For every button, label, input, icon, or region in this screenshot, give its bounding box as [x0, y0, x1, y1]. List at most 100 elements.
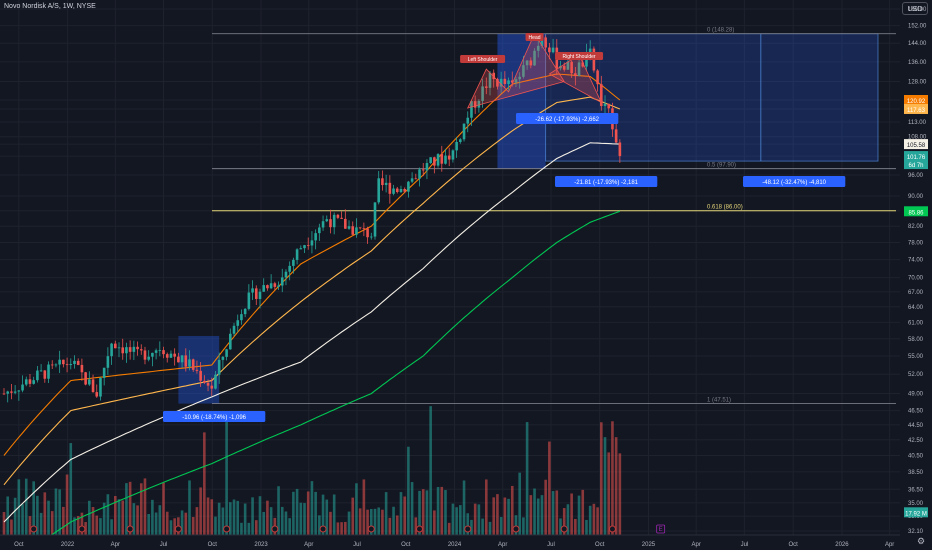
volume-bar	[410, 482, 414, 535]
earnings-marker-text: E	[659, 527, 663, 533]
volume-bar	[477, 504, 481, 535]
candle-body	[459, 139, 462, 143]
measure-label-bg	[743, 176, 846, 187]
price-tick: 160.00	[908, 7, 927, 13]
volume-bar	[229, 502, 232, 535]
price-badge	[904, 95, 928, 106]
candle-body	[117, 347, 121, 349]
price-tick: 70.00	[908, 276, 924, 282]
candle-body	[158, 350, 162, 351]
candle-body	[229, 333, 232, 350]
candle-body	[470, 101, 473, 118]
candle-body	[125, 347, 128, 354]
volume-bar	[121, 500, 125, 535]
volume-bar	[447, 522, 451, 535]
candle-body	[381, 178, 384, 186]
candle-body	[191, 359, 195, 370]
volume-bar	[548, 441, 551, 535]
volume-bar	[347, 511, 351, 535]
volume-bar	[258, 496, 262, 535]
volume-bar	[381, 509, 384, 535]
candle-body	[102, 367, 106, 378]
candle-body	[36, 370, 39, 381]
pattern-label: Right Shoulder	[563, 54, 596, 60]
candle-body	[362, 228, 366, 230]
candle-body	[17, 390, 21, 392]
volume-bar	[13, 497, 17, 535]
candle-body	[369, 236, 373, 238]
fib-retracement[interactable]: 0 (148.28) 0.5 (97.90) 0.618 (86.00) 1 (47.…	[212, 28, 896, 405]
time-tick: Oct	[595, 542, 605, 548]
volume-bar	[203, 432, 206, 535]
time-tick: Oct	[208, 542, 218, 548]
volume-bar	[158, 505, 162, 535]
price-axis[interactable]: 160.00 152.00 144.00 136.00 128.00 120.92 117.…	[900, 0, 932, 550]
volume-bar	[325, 499, 329, 535]
volume-bar	[69, 443, 73, 535]
candle-body	[384, 182, 388, 186]
candle-body	[492, 72, 496, 80]
candle-body	[596, 70, 599, 85]
price-tick: 96.00	[908, 173, 924, 179]
price-tick: 90.00	[908, 194, 924, 200]
candle-body	[533, 50, 536, 66]
candle-body	[503, 78, 507, 84]
time-tick: Oct	[401, 542, 411, 548]
price-badge-text: 117.63	[907, 108, 926, 114]
volume-bar	[366, 509, 369, 535]
volume-bar	[451, 503, 455, 535]
measure-box	[178, 335, 220, 404]
candle-body	[566, 61, 570, 70]
candle-body	[347, 226, 351, 229]
candle-body	[240, 314, 243, 321]
candle-body	[418, 169, 421, 179]
volume-bar	[392, 506, 395, 535]
candle-body	[388, 182, 392, 194]
currency-button[interactable]: USD	[902, 2, 928, 15]
volume-bar	[232, 499, 236, 535]
head-shoulders-pattern[interactable]: Left Shoulder Head Right Shoulder -10.96 (-…	[163, 32, 846, 422]
volume-bar	[533, 488, 536, 535]
volume-bar	[522, 517, 525, 535]
candle-body	[318, 227, 321, 234]
candle-body	[574, 73, 577, 77]
candle-body	[436, 154, 440, 166]
volume-bar	[32, 481, 35, 535]
volume-bar	[284, 511, 288, 535]
candle-body	[88, 379, 91, 385]
axis-bg	[900, 0, 932, 550]
volume-bar	[473, 503, 477, 535]
volume-bar	[425, 490, 429, 535]
measure-label: -26.62 (-17.93%) -2,662	[535, 117, 599, 123]
volume-bar	[214, 516, 217, 535]
volume-bar	[162, 482, 165, 535]
gear-icon[interactable]: ⚙	[917, 536, 926, 546]
candle-body	[525, 60, 529, 66]
candle-body	[303, 245, 306, 249]
candle-body	[306, 245, 310, 246]
volume-bar	[114, 495, 117, 535]
candle-body	[581, 62, 585, 67]
volume-bar	[603, 437, 607, 535]
volume-bar	[199, 487, 202, 535]
ma-line	[3, 73, 621, 456]
candle-body	[462, 123, 466, 140]
volume-bar	[76, 516, 80, 535]
volume-bar	[614, 437, 618, 535]
candle-body	[510, 80, 514, 83]
volume-bar	[592, 503, 596, 535]
price-badge-text: 105.58	[907, 143, 926, 149]
price-tick: 35.00	[908, 501, 924, 507]
time-axis[interactable]: Oct 2022 Apr Jul Oct 2023 Apr Jul Oct 2024 Apr Jul O…	[0, 534, 900, 550]
volume-bar	[262, 511, 265, 535]
candle-body	[340, 217, 343, 219]
candle-body	[421, 169, 425, 171]
volume-bar	[340, 522, 343, 535]
price-tick: 113.00	[908, 120, 927, 126]
candle-body	[188, 359, 191, 367]
candle-body	[529, 60, 533, 66]
event-markers[interactable]: E	[30, 524, 666, 534]
candle-body	[110, 343, 113, 357]
candle-body	[177, 356, 180, 363]
